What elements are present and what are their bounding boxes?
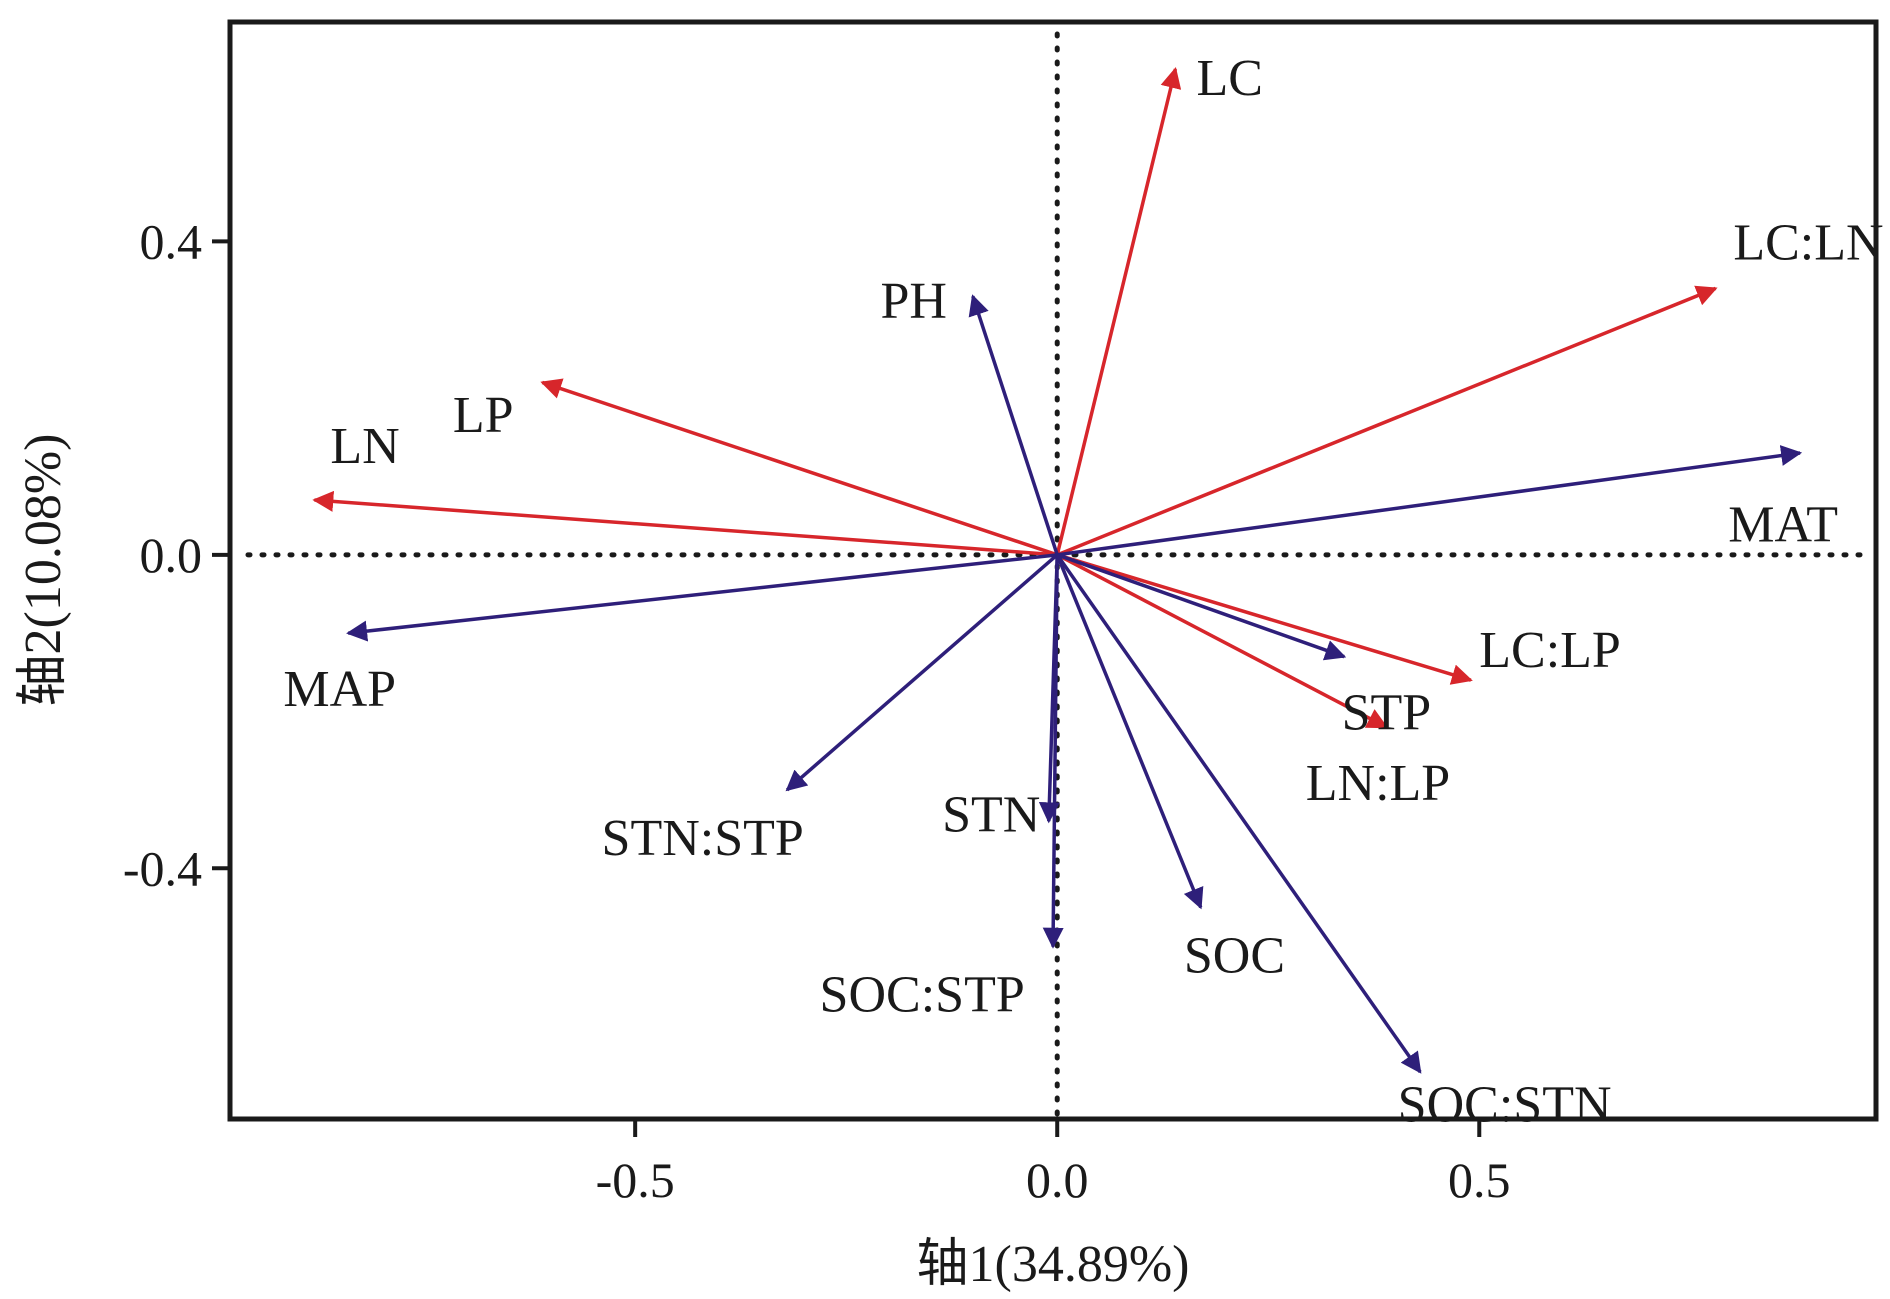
vector-arrow-lp <box>540 378 1058 557</box>
vector-label-stp: STP <box>1342 685 1432 742</box>
vector-arrow-stp <box>1056 553 1347 661</box>
y-tick-label: -0.4 <box>123 840 202 896</box>
y-axis-label: 轴2(10.08%) <box>15 434 72 707</box>
x-tick-label: 0.5 <box>1448 1152 1511 1208</box>
x-axis-label: 轴1(34.89%) <box>917 1236 1190 1293</box>
x-tick-label: 0.0 <box>1026 1152 1089 1208</box>
vector-label-stn-stp: STN:STP <box>602 810 804 867</box>
vector-arrow-ln-lp <box>1056 553 1389 729</box>
vector-arrow-ph <box>968 294 1059 556</box>
vector-arrow-stn-stp <box>785 553 1059 792</box>
vector-arrow-lc-lp <box>1056 553 1473 685</box>
vector-arrow-map <box>346 553 1058 642</box>
vector-arrow-soc <box>1055 554 1204 910</box>
vector-label-lc-ln: LC:LN <box>1733 214 1883 271</box>
vector-label-soc-stp: SOC:STP <box>820 967 1025 1024</box>
vector-arrow-soc-stn <box>1055 553 1422 1074</box>
y-tick-label: 0.4 <box>140 213 203 269</box>
x-tick-label: -0.5 <box>596 1152 675 1208</box>
vector-label-soc-stn: SOC:STN <box>1398 1076 1612 1133</box>
vector-arrow-lc <box>1055 66 1182 556</box>
vector-label-lc: LC <box>1196 50 1262 107</box>
vector-arrow-ln <box>312 490 1058 557</box>
vector-label-ln: LN <box>330 418 399 475</box>
vector-label-mat: MAT <box>1728 496 1838 553</box>
vector-label-lp: LP <box>453 387 514 444</box>
vector-label-ph: PH <box>880 273 946 330</box>
axis-ticks: -0.5 0.0 0.5 -0.4 0.0 0.4 <box>123 213 1511 1208</box>
vector-label-soc: SOC <box>1184 927 1285 984</box>
plot-frame <box>227 19 1879 1122</box>
vector-label-stn: STN <box>942 786 1040 843</box>
vector-arrow-lc-ln <box>1056 285 1718 557</box>
vector-label-lc-lp: LC:LP <box>1479 622 1621 679</box>
vector-arrow-soc-stp <box>1042 554 1064 949</box>
vector-label-map: MAP <box>283 661 396 718</box>
vector-label-ln-lp: LN:LP <box>1306 755 1450 812</box>
y-tick-label: 0.0 <box>140 527 203 583</box>
vector-arrow-mat <box>1056 445 1803 557</box>
loading-vectors: LC LC:LN LP LN LC:LP LN:LP PH MAT MAP STP STN:STP S… <box>283 50 1883 1133</box>
